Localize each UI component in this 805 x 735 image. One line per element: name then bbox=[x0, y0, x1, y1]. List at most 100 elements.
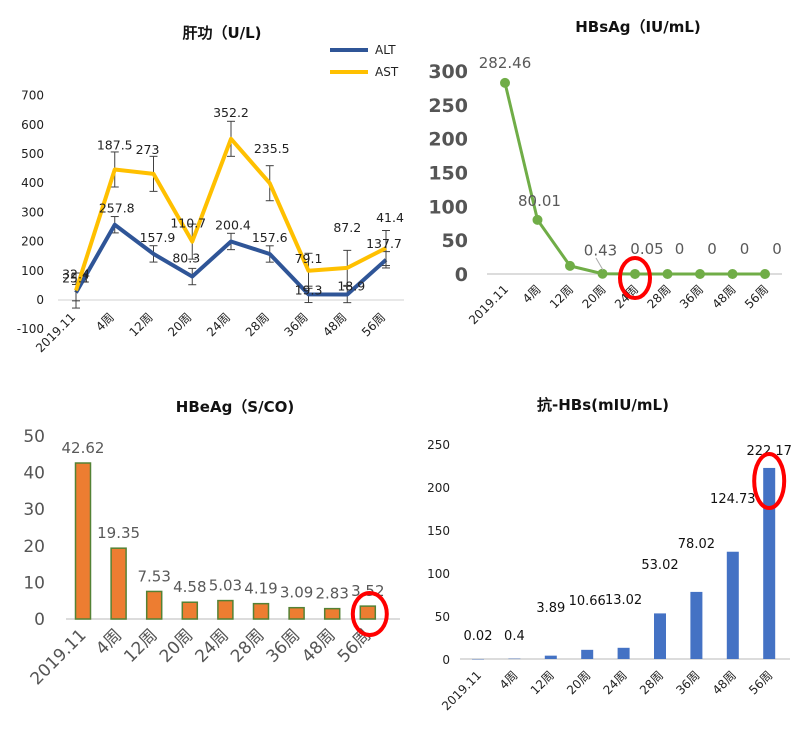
y-tick-label: -100 bbox=[17, 322, 44, 336]
x-tick-label: 4周 bbox=[93, 310, 117, 334]
data-label: 0 bbox=[707, 240, 717, 258]
bar bbox=[544, 655, 557, 659]
y-tick-label: 250 bbox=[427, 438, 450, 452]
y-tick-label: 150 bbox=[428, 163, 468, 185]
x-tick-label: 20周 bbox=[165, 310, 194, 339]
data-label-ast: 41.4 bbox=[376, 210, 404, 225]
data-label: 3.09 bbox=[280, 584, 313, 602]
bar bbox=[145, 590, 163, 620]
y-tick-label: 250 bbox=[428, 95, 468, 117]
y-tick-label: 700 bbox=[21, 89, 44, 103]
data-label-alt: 25.1 bbox=[62, 271, 90, 286]
legend-label-alt: ALT bbox=[375, 43, 396, 57]
data-label: 0 bbox=[740, 240, 750, 258]
x-tick-label: 28周 bbox=[637, 668, 666, 697]
bar bbox=[617, 647, 630, 659]
x-tick-label: 56周 bbox=[746, 668, 775, 697]
data-label: 42.62 bbox=[62, 439, 105, 457]
y-tick-label: 300 bbox=[21, 205, 44, 219]
x-tick-label: 48周 bbox=[709, 282, 738, 311]
chart-title-hbeag: HBeAg（S/CO) bbox=[176, 398, 294, 416]
data-label: 7.53 bbox=[137, 567, 170, 585]
chart-title-hbsag: HBsAg（IU/mL) bbox=[575, 18, 701, 36]
y-tick-label: 30 bbox=[23, 500, 45, 520]
highlight-circle bbox=[752, 452, 787, 510]
data-label: 0.43 bbox=[584, 242, 617, 260]
data-label-ast: 352.2 bbox=[213, 105, 249, 120]
bar bbox=[110, 547, 127, 620]
x-tick-label: 2019.11 bbox=[466, 282, 511, 327]
data-label: 0.02 bbox=[464, 629, 493, 644]
data-label-ast: 110.7 bbox=[170, 216, 206, 231]
series-line-ast bbox=[74, 136, 387, 292]
data-label-alt: 257.8 bbox=[99, 201, 135, 216]
data-label-ast: 79.1 bbox=[295, 251, 323, 266]
data-point bbox=[532, 214, 543, 225]
data-point bbox=[500, 77, 510, 88]
bar bbox=[252, 602, 270, 620]
x-tick-label: 20周 bbox=[564, 668, 593, 697]
data-label: 13.02 bbox=[605, 593, 642, 608]
x-tick-label: 4周 bbox=[520, 282, 544, 306]
chart-title-antihbs: 抗-HBs(mIU/mL) bbox=[537, 396, 669, 414]
x-tick-label: 36周 bbox=[263, 625, 304, 666]
y-tick-label: 600 bbox=[21, 118, 44, 132]
x-tick-label: 56周 bbox=[334, 625, 375, 666]
data-label: 0 bbox=[772, 240, 782, 258]
x-tick-label: 28周 bbox=[243, 310, 272, 339]
data-point bbox=[630, 268, 640, 279]
data-point bbox=[597, 268, 608, 279]
data-label: 5.03 bbox=[209, 577, 242, 595]
y-tick-label: 0 bbox=[34, 610, 45, 630]
data-label: 78.02 bbox=[678, 537, 715, 552]
data-label-alt: 80.3 bbox=[172, 251, 200, 266]
bar bbox=[726, 551, 739, 659]
x-tick-label: 48周 bbox=[320, 310, 349, 339]
y-tick-label: 100 bbox=[21, 264, 44, 278]
data-label-ast: 273 bbox=[136, 142, 160, 157]
highlight-circle bbox=[350, 591, 389, 637]
bar bbox=[581, 649, 594, 659]
x-tick-label: 12周 bbox=[120, 625, 161, 666]
data-label: 282.46 bbox=[479, 54, 532, 72]
y-tick-label: 10 bbox=[23, 573, 45, 593]
data-point bbox=[662, 269, 673, 279]
data-label: 3.89 bbox=[536, 601, 565, 616]
data-label-alt: 200.4 bbox=[215, 217, 251, 232]
data-label-alt: 157.9 bbox=[140, 230, 176, 245]
y-tick-label: 50 bbox=[23, 427, 45, 447]
x-tick-label: 2019.11 bbox=[27, 625, 91, 689]
antihbs-chart: 0 50 100 150 200 250 2019.11 4周 12周 20周 24周 28周 36周 4… bbox=[427, 438, 792, 713]
data-label: 0 bbox=[675, 240, 685, 258]
data-point bbox=[727, 269, 738, 279]
data-label-alt: 137.7 bbox=[366, 236, 402, 251]
legend-label-ast: AST bbox=[375, 65, 399, 79]
series-line-alt bbox=[74, 222, 388, 297]
data-label: 53.02 bbox=[641, 558, 678, 573]
bar bbox=[181, 601, 199, 620]
y-tick-label: 0 bbox=[442, 653, 450, 667]
y-tick-label: 100 bbox=[428, 196, 468, 218]
y-tick-label: 150 bbox=[427, 524, 450, 538]
x-tick-label: 36周 bbox=[281, 310, 310, 339]
y-tick-label: 40 bbox=[23, 464, 45, 484]
y-tick-label: 500 bbox=[21, 147, 44, 161]
legend: ALT AST bbox=[330, 43, 399, 79]
y-tick-label: 100 bbox=[427, 567, 450, 581]
data-label-alt: 18.9 bbox=[337, 278, 365, 293]
x-tick-label: 12周 bbox=[528, 668, 557, 697]
data-label: 80.01 bbox=[518, 192, 561, 210]
y-tick-label: 400 bbox=[21, 176, 44, 190]
bar bbox=[323, 607, 341, 620]
data-label: 0.05 bbox=[630, 240, 663, 258]
data-label-alt: 157.6 bbox=[252, 230, 288, 245]
data-label: 0.4 bbox=[504, 629, 525, 644]
bar bbox=[690, 591, 703, 659]
x-tick-label: 12周 bbox=[126, 310, 155, 339]
y-tick-label: 50 bbox=[442, 230, 468, 252]
y-tick-label: 20 bbox=[23, 537, 45, 557]
x-tick-label: 56周 bbox=[742, 282, 771, 311]
